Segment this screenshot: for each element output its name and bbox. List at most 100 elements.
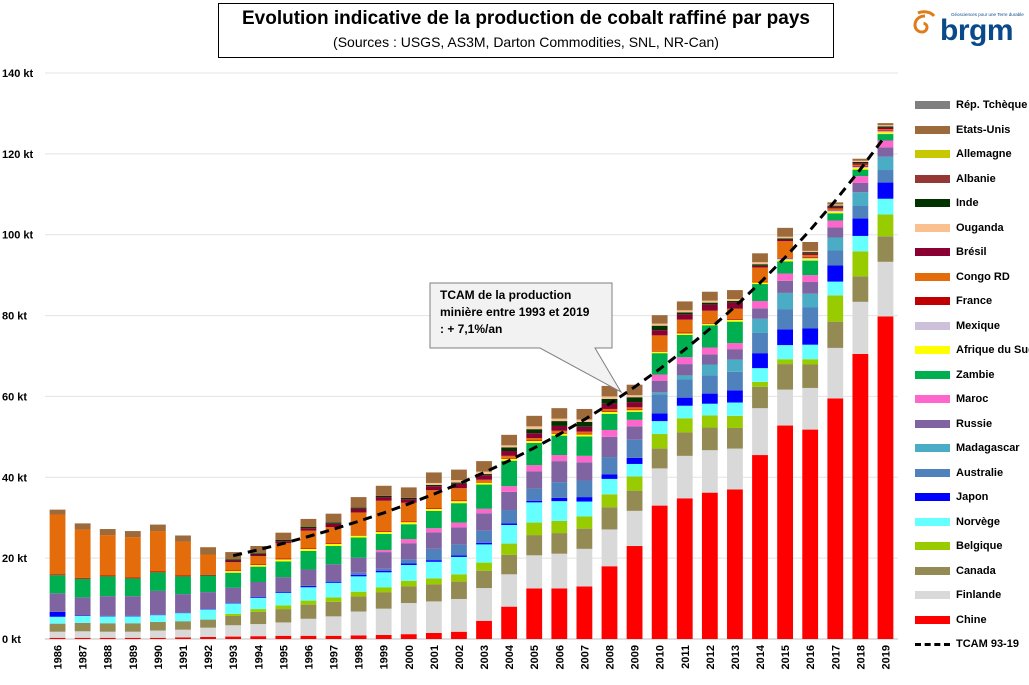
bar-segment [275, 605, 292, 610]
legend-swatch [915, 223, 950, 232]
bar-segment [877, 129, 894, 131]
x-tick-label: 1991 [178, 645, 190, 669]
bar-segment [400, 603, 417, 635]
bar-segment [300, 618, 317, 636]
y-tick-label: 40 kt [2, 472, 27, 484]
bar-segment [526, 535, 543, 556]
bar-segment [350, 537, 367, 558]
bar-segment [827, 295, 844, 322]
bar-segment [752, 253, 768, 263]
bar-segment [325, 527, 342, 544]
bar-segment [651, 353, 668, 375]
bar-segment [802, 253, 819, 255]
x-tick-label: 1987 [78, 645, 90, 669]
legend-label: Congo RD [956, 270, 1010, 283]
bar-segment [576, 528, 593, 549]
bar-segment [727, 290, 743, 299]
bar-segment [501, 543, 518, 555]
bar-segment [375, 572, 392, 588]
bar-segment [275, 609, 292, 623]
legend-item: Allemagne [915, 142, 1029, 167]
bar-segment [325, 564, 342, 582]
bar-segment [727, 359, 743, 372]
bar-segment [99, 623, 116, 632]
bar-segment [200, 547, 216, 555]
bar-segment [601, 398, 618, 404]
bar-segment [425, 484, 442, 487]
bar-segment [626, 411, 643, 420]
bar-segment [576, 586, 593, 639]
bar-segment [300, 586, 317, 588]
y-tick-label: 100 kt [2, 230, 34, 242]
x-tick-label: 1993 [228, 645, 240, 669]
bar-segment [49, 616, 66, 624]
bar-segment [576, 455, 593, 463]
bar-segment [752, 262, 768, 265]
bar-segment [752, 455, 768, 639]
bar-segment [476, 484, 492, 509]
callout-line-3: : + 7,1%/an [440, 322, 503, 336]
legend-swatch [915, 272, 950, 281]
bar-segment [752, 264, 768, 266]
bar-segment [501, 523, 518, 525]
bar-segment [526, 433, 543, 439]
bar-segment [701, 300, 718, 303]
legend-item: Afrique du Sud [915, 338, 1029, 363]
bar-segment [827, 202, 844, 205]
bar-segment [124, 577, 141, 579]
bar-segment [651, 323, 668, 326]
bar-segment [501, 457, 518, 459]
x-tick-label: 2014 [755, 644, 767, 669]
bar-segment [501, 451, 518, 456]
bar-segment [727, 448, 743, 490]
bar-segment [551, 430, 568, 433]
bar-segment [727, 390, 743, 403]
legend-swatch [915, 370, 950, 379]
bar-segment [124, 637, 141, 639]
bar-segment [200, 627, 216, 637]
bar-segment [375, 495, 392, 498]
bar-segment [375, 531, 392, 534]
bar-segment [727, 489, 743, 639]
bar-segment [451, 500, 467, 502]
bar-segment [752, 408, 768, 456]
bar-segment [852, 158, 869, 161]
bar-segment [802, 328, 819, 345]
bar-segment [777, 345, 794, 360]
bar-segment [576, 431, 593, 434]
bar-segment [451, 482, 467, 484]
x-tick-label: 2001 [429, 645, 441, 669]
bar-segment [425, 561, 442, 579]
bar-segment [727, 349, 743, 360]
bar-segment [425, 532, 442, 549]
bar-segment [701, 354, 718, 365]
bar-segment [99, 637, 116, 639]
bar-segment [852, 192, 869, 207]
bar-segment [325, 546, 342, 565]
bar-segment [802, 275, 819, 283]
bar-segment [777, 236, 794, 239]
bar-segment [526, 415, 543, 427]
legend-item: Madagascar [915, 436, 1029, 461]
bar-segment [74, 578, 91, 598]
bar-segment [601, 566, 618, 639]
bar-segment [626, 490, 643, 511]
bar-segment [375, 485, 392, 496]
bar-segment [701, 403, 718, 416]
bar-segment [651, 394, 668, 414]
bar-segment [476, 482, 492, 485]
bar-segment [777, 227, 794, 237]
bar-segment [149, 637, 166, 639]
bar-segment [425, 560, 442, 562]
bar-segment [526, 438, 543, 441]
bar-segment [300, 604, 317, 619]
bar-segment [601, 478, 618, 495]
x-tick-label: 1997 [329, 645, 341, 669]
bar-segment [225, 562, 242, 571]
x-tick-label: 1992 [203, 645, 215, 669]
bar-segment [852, 182, 869, 193]
bar-segment [827, 227, 844, 238]
bar-segment [551, 418, 568, 422]
bar-segment [451, 501, 467, 504]
x-tick-label: 2018 [855, 645, 867, 669]
